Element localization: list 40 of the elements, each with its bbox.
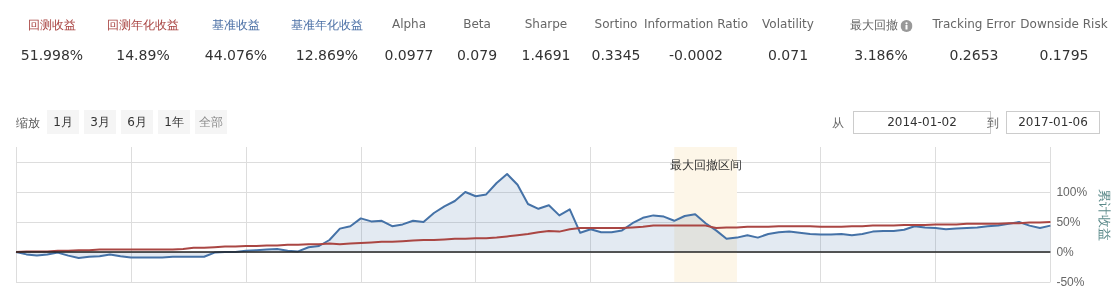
y-tick-label: 100%: [1056, 185, 1088, 199]
text: 51.998%: [20, 47, 84, 63]
range-button: 6月: [121, 110, 153, 134]
text: Sharpe: [524, 17, 568, 31]
text: 基准年化收益: [291, 17, 363, 34]
text: Tracking Error: [932, 17, 1016, 31]
date-field: 2017-01-06: [1006, 111, 1100, 134]
text: 3.186%: [854, 47, 908, 63]
text: 缩放: [16, 115, 40, 132]
text: 0.1795: [1039, 47, 1089, 63]
text: 回测收益: [28, 17, 76, 34]
text: Volatility: [762, 17, 814, 31]
text: 1.4691: [521, 47, 571, 63]
text: 0.3345: [591, 47, 641, 63]
text: Alpha: [391, 17, 427, 31]
text: 0.0977: [384, 47, 434, 63]
text: 44.076%: [204, 47, 268, 63]
text: 14.89%: [116, 47, 170, 63]
text: 基准收益: [212, 17, 260, 34]
range-button: 1月: [47, 110, 79, 134]
text: 最大回撤: [849, 17, 899, 34]
y-tick-label: 0%: [1056, 245, 1075, 259]
y-tick-label: 50%: [1056, 215, 1081, 229]
text: Beta: [463, 17, 491, 31]
text: -0.0002: [668, 47, 724, 63]
range-button: 3月: [84, 110, 116, 134]
text: 回测年化收益: [107, 17, 179, 34]
text: Downside Risk: [1020, 17, 1108, 31]
range-button: 全部: [195, 110, 227, 134]
y-axis-title: 累计收益: [1097, 188, 1112, 241]
text: 从: [832, 115, 844, 132]
y-tick-label: -50%: [1056, 275, 1085, 289]
range-button: 1年: [158, 110, 190, 134]
text: Information Ratio: [643, 17, 749, 31]
text: 12.869%: [295, 47, 359, 63]
text: 0.079: [456, 47, 498, 63]
text: 0.071: [767, 47, 809, 63]
text: Sortino: [594, 17, 638, 31]
text: 0.2653: [949, 47, 999, 63]
annotation: 最大回撤区间: [669, 158, 742, 172]
